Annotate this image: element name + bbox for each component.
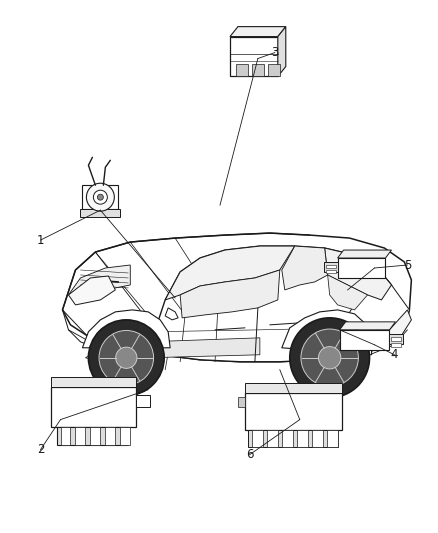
Circle shape xyxy=(318,346,341,369)
Polygon shape xyxy=(328,275,367,310)
Circle shape xyxy=(86,183,114,211)
Polygon shape xyxy=(180,270,280,318)
Text: 1: 1 xyxy=(37,233,44,247)
Polygon shape xyxy=(278,27,286,77)
Polygon shape xyxy=(282,246,328,290)
Polygon shape xyxy=(230,27,286,37)
Polygon shape xyxy=(326,270,336,273)
Circle shape xyxy=(99,330,154,385)
Polygon shape xyxy=(82,185,118,209)
Polygon shape xyxy=(252,63,264,77)
Polygon shape xyxy=(82,310,170,348)
Polygon shape xyxy=(81,209,120,217)
Polygon shape xyxy=(339,330,389,350)
Polygon shape xyxy=(75,426,85,445)
Text: 2: 2 xyxy=(37,443,44,456)
Polygon shape xyxy=(165,308,178,320)
Polygon shape xyxy=(245,393,342,430)
Polygon shape xyxy=(90,426,100,445)
Polygon shape xyxy=(106,426,115,445)
Polygon shape xyxy=(282,430,293,447)
Polygon shape xyxy=(230,37,278,77)
Polygon shape xyxy=(392,337,401,341)
Polygon shape xyxy=(338,250,392,258)
Polygon shape xyxy=(325,248,392,300)
Text: 6: 6 xyxy=(246,448,254,461)
Polygon shape xyxy=(120,426,130,445)
Polygon shape xyxy=(248,430,338,447)
Polygon shape xyxy=(165,246,295,300)
Circle shape xyxy=(116,347,137,368)
Circle shape xyxy=(93,190,107,204)
Polygon shape xyxy=(238,397,245,407)
Text: 5: 5 xyxy=(404,259,411,271)
Polygon shape xyxy=(338,258,385,278)
Polygon shape xyxy=(60,426,71,445)
Text: 4: 4 xyxy=(391,348,398,361)
Polygon shape xyxy=(326,265,336,268)
Polygon shape xyxy=(335,255,410,358)
Polygon shape xyxy=(245,383,342,393)
Polygon shape xyxy=(324,262,338,272)
Polygon shape xyxy=(50,386,136,426)
Polygon shape xyxy=(50,377,136,386)
Polygon shape xyxy=(297,430,308,447)
Polygon shape xyxy=(68,276,115,305)
Polygon shape xyxy=(136,394,150,407)
Polygon shape xyxy=(236,63,248,77)
Polygon shape xyxy=(389,310,411,345)
Polygon shape xyxy=(57,426,128,445)
Polygon shape xyxy=(148,246,395,362)
Polygon shape xyxy=(63,233,411,362)
Text: 3: 3 xyxy=(271,46,279,59)
Polygon shape xyxy=(339,322,396,330)
Circle shape xyxy=(97,194,103,200)
Polygon shape xyxy=(252,430,263,447)
Circle shape xyxy=(88,320,164,395)
Polygon shape xyxy=(267,430,278,447)
Polygon shape xyxy=(68,265,130,300)
Polygon shape xyxy=(268,63,280,77)
Circle shape xyxy=(301,329,358,386)
Polygon shape xyxy=(282,310,371,355)
Polygon shape xyxy=(148,338,260,358)
Polygon shape xyxy=(85,342,148,362)
Polygon shape xyxy=(389,334,403,344)
Polygon shape xyxy=(312,430,323,447)
Polygon shape xyxy=(392,343,401,347)
Polygon shape xyxy=(327,430,338,447)
Circle shape xyxy=(290,318,370,398)
